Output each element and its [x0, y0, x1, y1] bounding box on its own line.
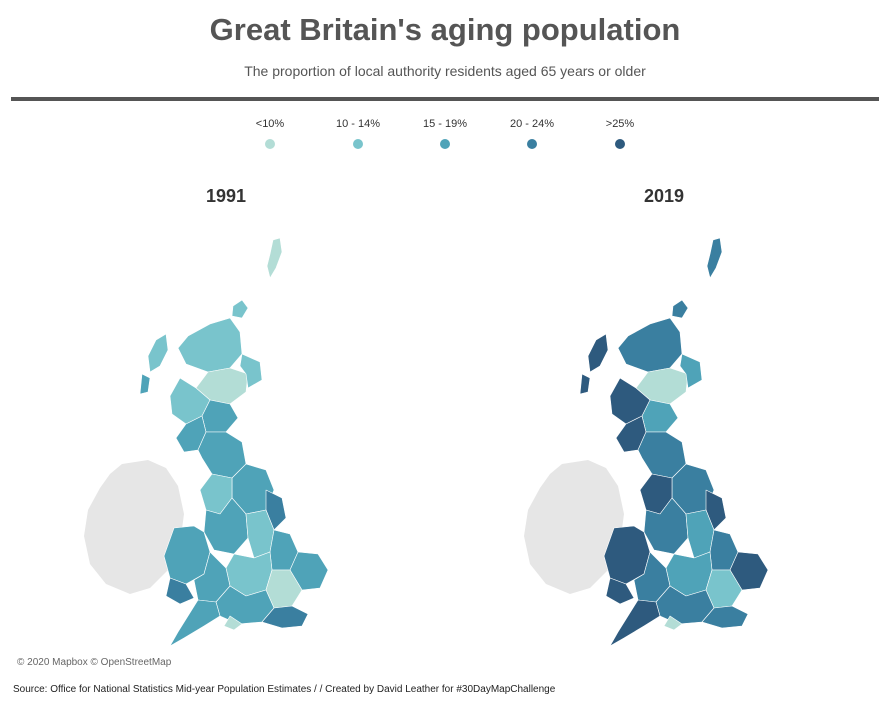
legend-label: <10% — [255, 118, 285, 130]
map-1991[interactable] — [70, 228, 370, 658]
legend-item-gt25: >25% — [580, 118, 660, 149]
divider — [11, 97, 879, 101]
source-note: Source: Office for National Statistics M… — [13, 684, 556, 695]
legend-swatch — [527, 139, 537, 149]
legend: <10% 10 - 14% 15 - 19% 20 - 24% >25% — [230, 118, 660, 158]
legend-item-10-14: 10 - 14% — [318, 118, 398, 149]
legend-swatch — [353, 139, 363, 149]
legend-swatch — [615, 139, 625, 149]
legend-item-15-19: 15 - 19% — [405, 118, 485, 149]
map-attribution[interactable]: © 2020 Mapbox © OpenStreetMap — [17, 657, 172, 668]
legend-swatch — [440, 139, 450, 149]
gb-regions[interactable] — [139, 237, 329, 647]
page-title: Great Britain's aging population — [209, 12, 681, 47]
page-subtitle: The proportion of local authority reside… — [244, 63, 646, 79]
legend-item-20-24: 20 - 24% — [492, 118, 572, 149]
legend-swatch — [265, 139, 275, 149]
map-title-2019: 2019 — [643, 186, 685, 206]
ireland-shape — [524, 460, 624, 594]
map-2019[interactable] — [510, 228, 810, 658]
legend-item-lt10: <10% — [230, 118, 310, 149]
legend-label: 15 - 19% — [422, 118, 468, 130]
legend-label: 20 - 24% — [509, 118, 555, 130]
legend-label: 10 - 14% — [335, 118, 381, 130]
map-title-1991: 1991 — [205, 186, 247, 206]
gb-regions[interactable] — [579, 237, 769, 647]
legend-label: >25% — [605, 118, 635, 130]
ireland-shape — [84, 460, 184, 594]
